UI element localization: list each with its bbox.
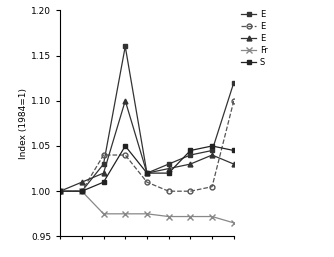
E xyxy=(80,181,84,184)
Fr xyxy=(232,221,236,224)
Line: E: E xyxy=(58,44,236,194)
S xyxy=(210,144,214,148)
Line: E: E xyxy=(58,98,236,194)
E xyxy=(80,190,84,193)
E xyxy=(167,190,171,193)
Fr xyxy=(145,212,149,215)
E xyxy=(102,162,106,166)
S xyxy=(80,190,84,193)
S xyxy=(102,181,106,184)
E xyxy=(232,162,236,166)
E xyxy=(123,99,127,102)
E xyxy=(58,190,62,193)
S xyxy=(188,149,192,152)
Fr xyxy=(188,215,192,218)
E xyxy=(188,190,192,193)
E xyxy=(188,162,192,166)
E xyxy=(232,81,236,84)
E xyxy=(123,45,127,48)
Fr xyxy=(58,190,62,193)
S xyxy=(232,149,236,152)
Line: E: E xyxy=(58,98,236,194)
E xyxy=(58,190,62,193)
Legend: E, E, E, Fr, S: E, E, E, Fr, S xyxy=(241,10,268,67)
E xyxy=(210,153,214,157)
E xyxy=(210,149,214,152)
Line: Fr: Fr xyxy=(57,188,236,226)
E xyxy=(232,99,236,102)
E xyxy=(145,181,149,184)
Line: S: S xyxy=(58,144,236,194)
Y-axis label: Index (1984=1): Index (1984=1) xyxy=(19,88,28,159)
E xyxy=(188,153,192,157)
S xyxy=(123,144,127,148)
Fr xyxy=(123,212,127,215)
E xyxy=(145,172,149,175)
S xyxy=(167,172,171,175)
E xyxy=(123,153,127,157)
E xyxy=(102,172,106,175)
E xyxy=(167,162,171,166)
Fr xyxy=(80,190,84,193)
S xyxy=(145,172,149,175)
S xyxy=(58,190,62,193)
E xyxy=(80,190,84,193)
E xyxy=(210,185,214,188)
Fr xyxy=(102,212,106,215)
E xyxy=(145,172,149,175)
Fr xyxy=(210,215,214,218)
E xyxy=(102,153,106,157)
E xyxy=(167,167,171,170)
Fr xyxy=(167,215,171,218)
E xyxy=(58,190,62,193)
